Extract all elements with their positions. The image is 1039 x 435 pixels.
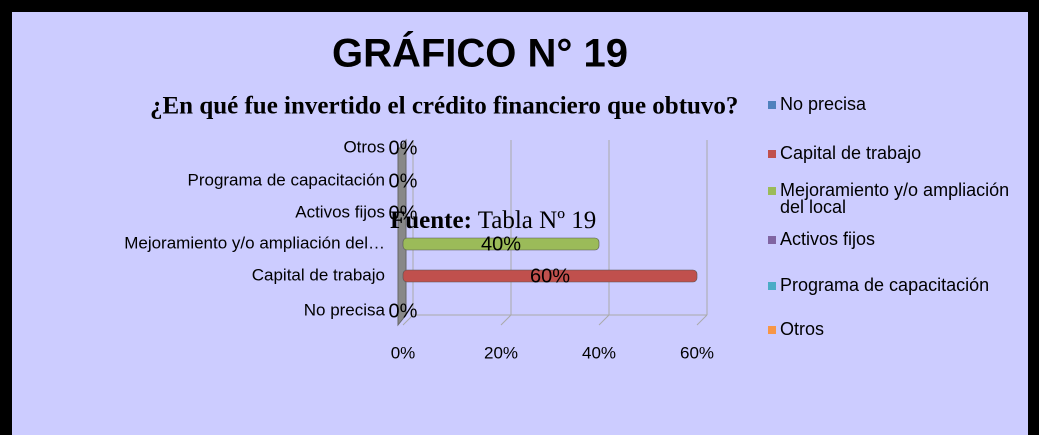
legend-swatch (768, 101, 776, 109)
legend-item: Programa de capacitación (768, 275, 990, 295)
chart-title: GRÁFICO N° 19 (332, 31, 628, 76)
value-label: 0% (389, 170, 418, 192)
grid-line-depth (500, 314, 512, 326)
legend-swatch (768, 187, 776, 195)
source-text: Tabla Nº 19 (478, 207, 596, 234)
y-tick-label: Otros (343, 137, 385, 156)
legend-item: No precisa (768, 94, 867, 114)
legend-swatch (768, 236, 776, 244)
value-label: 0% (389, 202, 418, 224)
grid-line-depth (696, 314, 708, 326)
source: Fuente: Tabla Nº 19 (390, 207, 596, 234)
x-tick-label: 60% (680, 343, 714, 362)
grid-line-depth (402, 314, 414, 326)
legend-swatch (768, 326, 776, 334)
source-label: Fuente: (390, 207, 472, 234)
grid-line-depth (598, 314, 610, 326)
legend-label: Programa de capacitación (780, 275, 990, 295)
legend-label: Activos fijos (780, 229, 876, 249)
y-tick-label: Capital de trabajo (252, 265, 385, 284)
chart-panel (12, 12, 1028, 435)
legend-swatch (768, 282, 776, 290)
y-tick-label: Mejoramiento y/o ampliación del… (124, 233, 385, 252)
value-label: 0% (389, 137, 418, 159)
legend-item: Mejoramiento y/o ampliación del local (768, 180, 1018, 217)
legend-item: Activos fijos (768, 229, 876, 249)
bar (402, 269, 698, 283)
y-tick-label: Programa de capacitación (187, 170, 385, 189)
legend-label: Mejoramiento y/o ampliación del local (780, 180, 1010, 217)
y-tick-label: Activos fijos (295, 202, 385, 221)
chart-subtitle: ¿En qué fue invertido el crédito financi… (150, 93, 738, 120)
legend-swatch (768, 150, 776, 158)
legend-label: Otros (780, 319, 825, 339)
y-tick-label: No precisa (304, 300, 386, 319)
legend-label: No precisa (780, 94, 867, 114)
value-label: 60% (530, 265, 570, 287)
x-tick-label: 0% (391, 343, 416, 362)
x-tick-label: 40% (582, 343, 616, 362)
legend-item: Otros (768, 319, 825, 339)
legend-label: Capital de trabajo (780, 143, 922, 163)
x-tick-label: 20% (484, 343, 518, 362)
legend-item: Capital de trabajo (768, 143, 922, 163)
bar (402, 237, 600, 251)
value-label: 40% (481, 233, 521, 255)
value-label: 0% (389, 300, 418, 322)
